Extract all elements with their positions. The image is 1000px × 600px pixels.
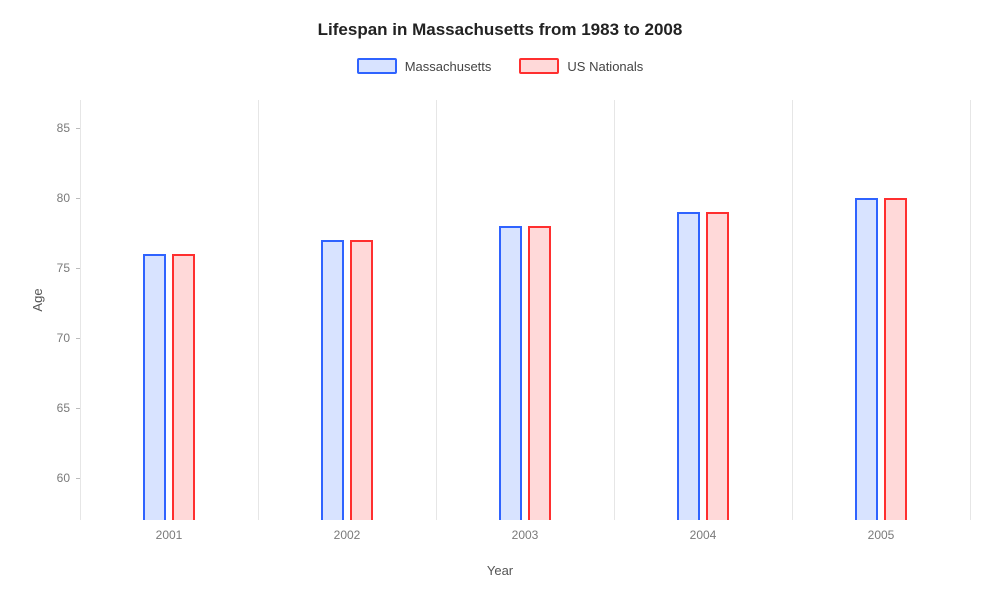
y-tick-label: 85 [57, 121, 70, 135]
bar [143, 254, 166, 520]
y-tick-label: 80 [57, 191, 70, 205]
bar [528, 226, 551, 520]
bars-layer [80, 100, 970, 520]
y-tick-label: 60 [57, 471, 70, 485]
y-tick-label: 65 [57, 401, 70, 415]
bar [172, 254, 195, 520]
legend-item-us-nationals: US Nationals [519, 58, 643, 74]
y-axis-label: Age [30, 288, 45, 311]
y-tick-mark [76, 198, 80, 199]
x-tick-label: 2001 [156, 528, 183, 542]
chart-container: Lifespan in Massachusetts from 1983 to 2… [0, 0, 1000, 600]
x-tick-label: 2004 [690, 528, 717, 542]
x-axis-label: Year [487, 563, 513, 578]
grid-line [436, 100, 437, 520]
legend-swatch-massachusetts [357, 58, 397, 74]
bar [350, 240, 373, 520]
grid-line [970, 100, 971, 520]
grid-line [80, 100, 81, 520]
y-tick-label: 75 [57, 261, 70, 275]
grid-line [614, 100, 615, 520]
x-tick-label: 2003 [512, 528, 539, 542]
x-tick-label: 2005 [868, 528, 895, 542]
y-tick-mark [76, 128, 80, 129]
legend-item-massachusetts: Massachusetts [357, 58, 492, 74]
bar [499, 226, 522, 520]
legend: Massachusetts US Nationals [0, 58, 1000, 74]
grid-line [792, 100, 793, 520]
legend-label-massachusetts: Massachusetts [405, 59, 492, 74]
bar [321, 240, 344, 520]
y-tick-label: 70 [57, 331, 70, 345]
y-tick-mark [76, 268, 80, 269]
legend-label-us-nationals: US Nationals [567, 59, 643, 74]
bar [706, 212, 729, 520]
x-tick-label: 2002 [334, 528, 361, 542]
chart-title: Lifespan in Massachusetts from 1983 to 2… [0, 0, 1000, 40]
bar [855, 198, 878, 520]
plot-area: 60657075808520012002200320042005 [80, 100, 970, 520]
grid-line [258, 100, 259, 520]
y-tick-mark [76, 338, 80, 339]
y-tick-mark [76, 408, 80, 409]
y-tick-mark [76, 478, 80, 479]
bar [677, 212, 700, 520]
bar [884, 198, 907, 520]
legend-swatch-us-nationals [519, 58, 559, 74]
